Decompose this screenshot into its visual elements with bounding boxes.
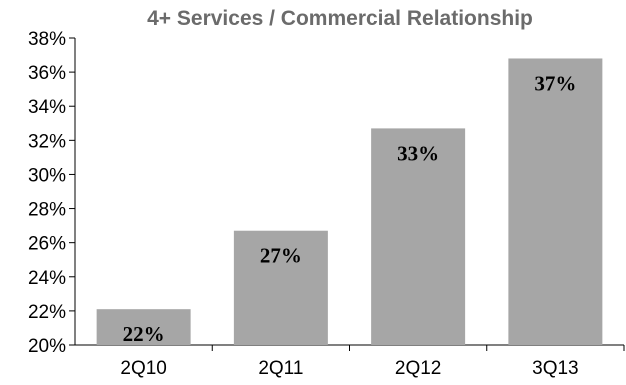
y-tick-label: 22%: [28, 302, 66, 323]
bar: [371, 128, 466, 345]
data-label: 33%: [397, 141, 439, 165]
bar: [508, 58, 603, 345]
y-tick-label: 32%: [28, 131, 66, 152]
y-tick-label: 20%: [28, 336, 66, 357]
y-tick-label: 38%: [28, 29, 66, 50]
y-tick-label: 24%: [28, 268, 66, 289]
y-tick-label: 34%: [28, 97, 66, 118]
data-label: 22%: [123, 322, 165, 346]
x-tick-label: 2Q11: [258, 358, 303, 379]
x-tick-label: 2Q10: [120, 358, 166, 379]
data-label: 37%: [534, 71, 576, 95]
y-tick-label: 26%: [28, 234, 66, 255]
bar: [96, 309, 191, 345]
x-tick-label: 2Q12: [395, 358, 441, 379]
y-tick-label: 36%: [28, 63, 66, 84]
chart-title: 4+ Services / Commercial Relationship: [147, 7, 533, 30]
plot-area: 20% 22% 24% 26% 28% 30% 32% 34% 36% 38% 22% 2Q10 27%…: [28, 29, 625, 379]
y-tick-label: 28%: [28, 200, 66, 221]
data-label: 27%: [260, 244, 302, 268]
y-tick-label: 30%: [28, 165, 66, 186]
x-tick-label: 3Q13: [532, 358, 578, 379]
bar: [233, 230, 328, 345]
